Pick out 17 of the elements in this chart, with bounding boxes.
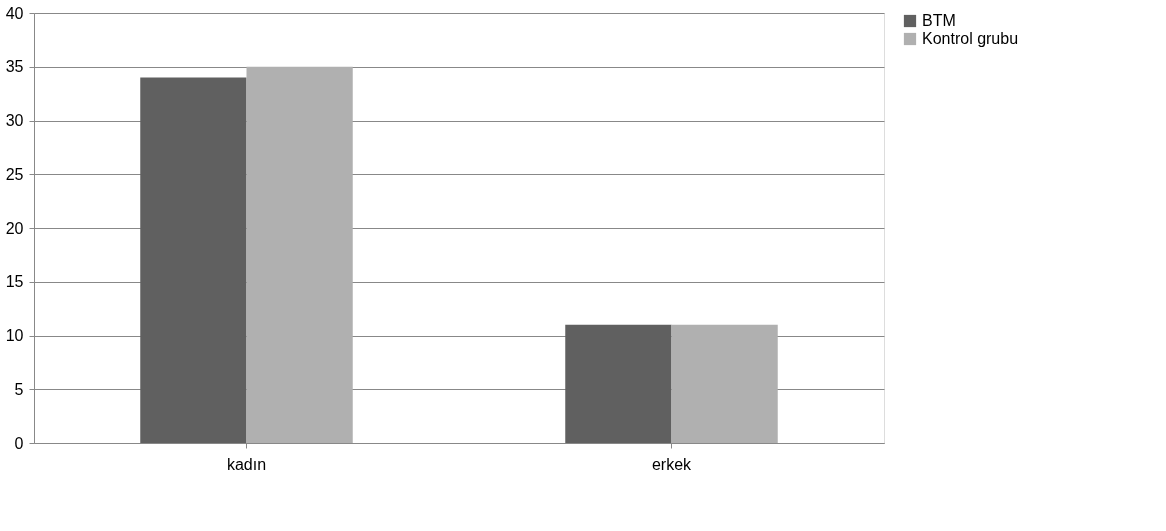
bar — [246, 66, 353, 443]
x-tick-label: kadın — [226, 455, 267, 473]
y-tick-label: 0 — [14, 434, 24, 452]
y-tick-label: 5 — [14, 380, 24, 398]
y-tick-label: 25 — [5, 165, 24, 183]
x-tick-label: erkek — [651, 455, 693, 473]
bar — [565, 324, 672, 443]
legend-label: Kontrol grubu — [922, 30, 1019, 47]
y-tick-label: 30 — [5, 112, 24, 129]
y-tick-label: 10 — [5, 327, 24, 344]
y-tick-label: 40 — [5, 4, 24, 22]
y-tick-label: 35 — [5, 58, 24, 76]
bar — [671, 324, 778, 443]
legend-label: BTM — [922, 12, 956, 29]
y-tick-label: 15 — [5, 273, 24, 291]
y-tick-label: 20 — [5, 219, 24, 237]
bar — [140, 77, 247, 443]
